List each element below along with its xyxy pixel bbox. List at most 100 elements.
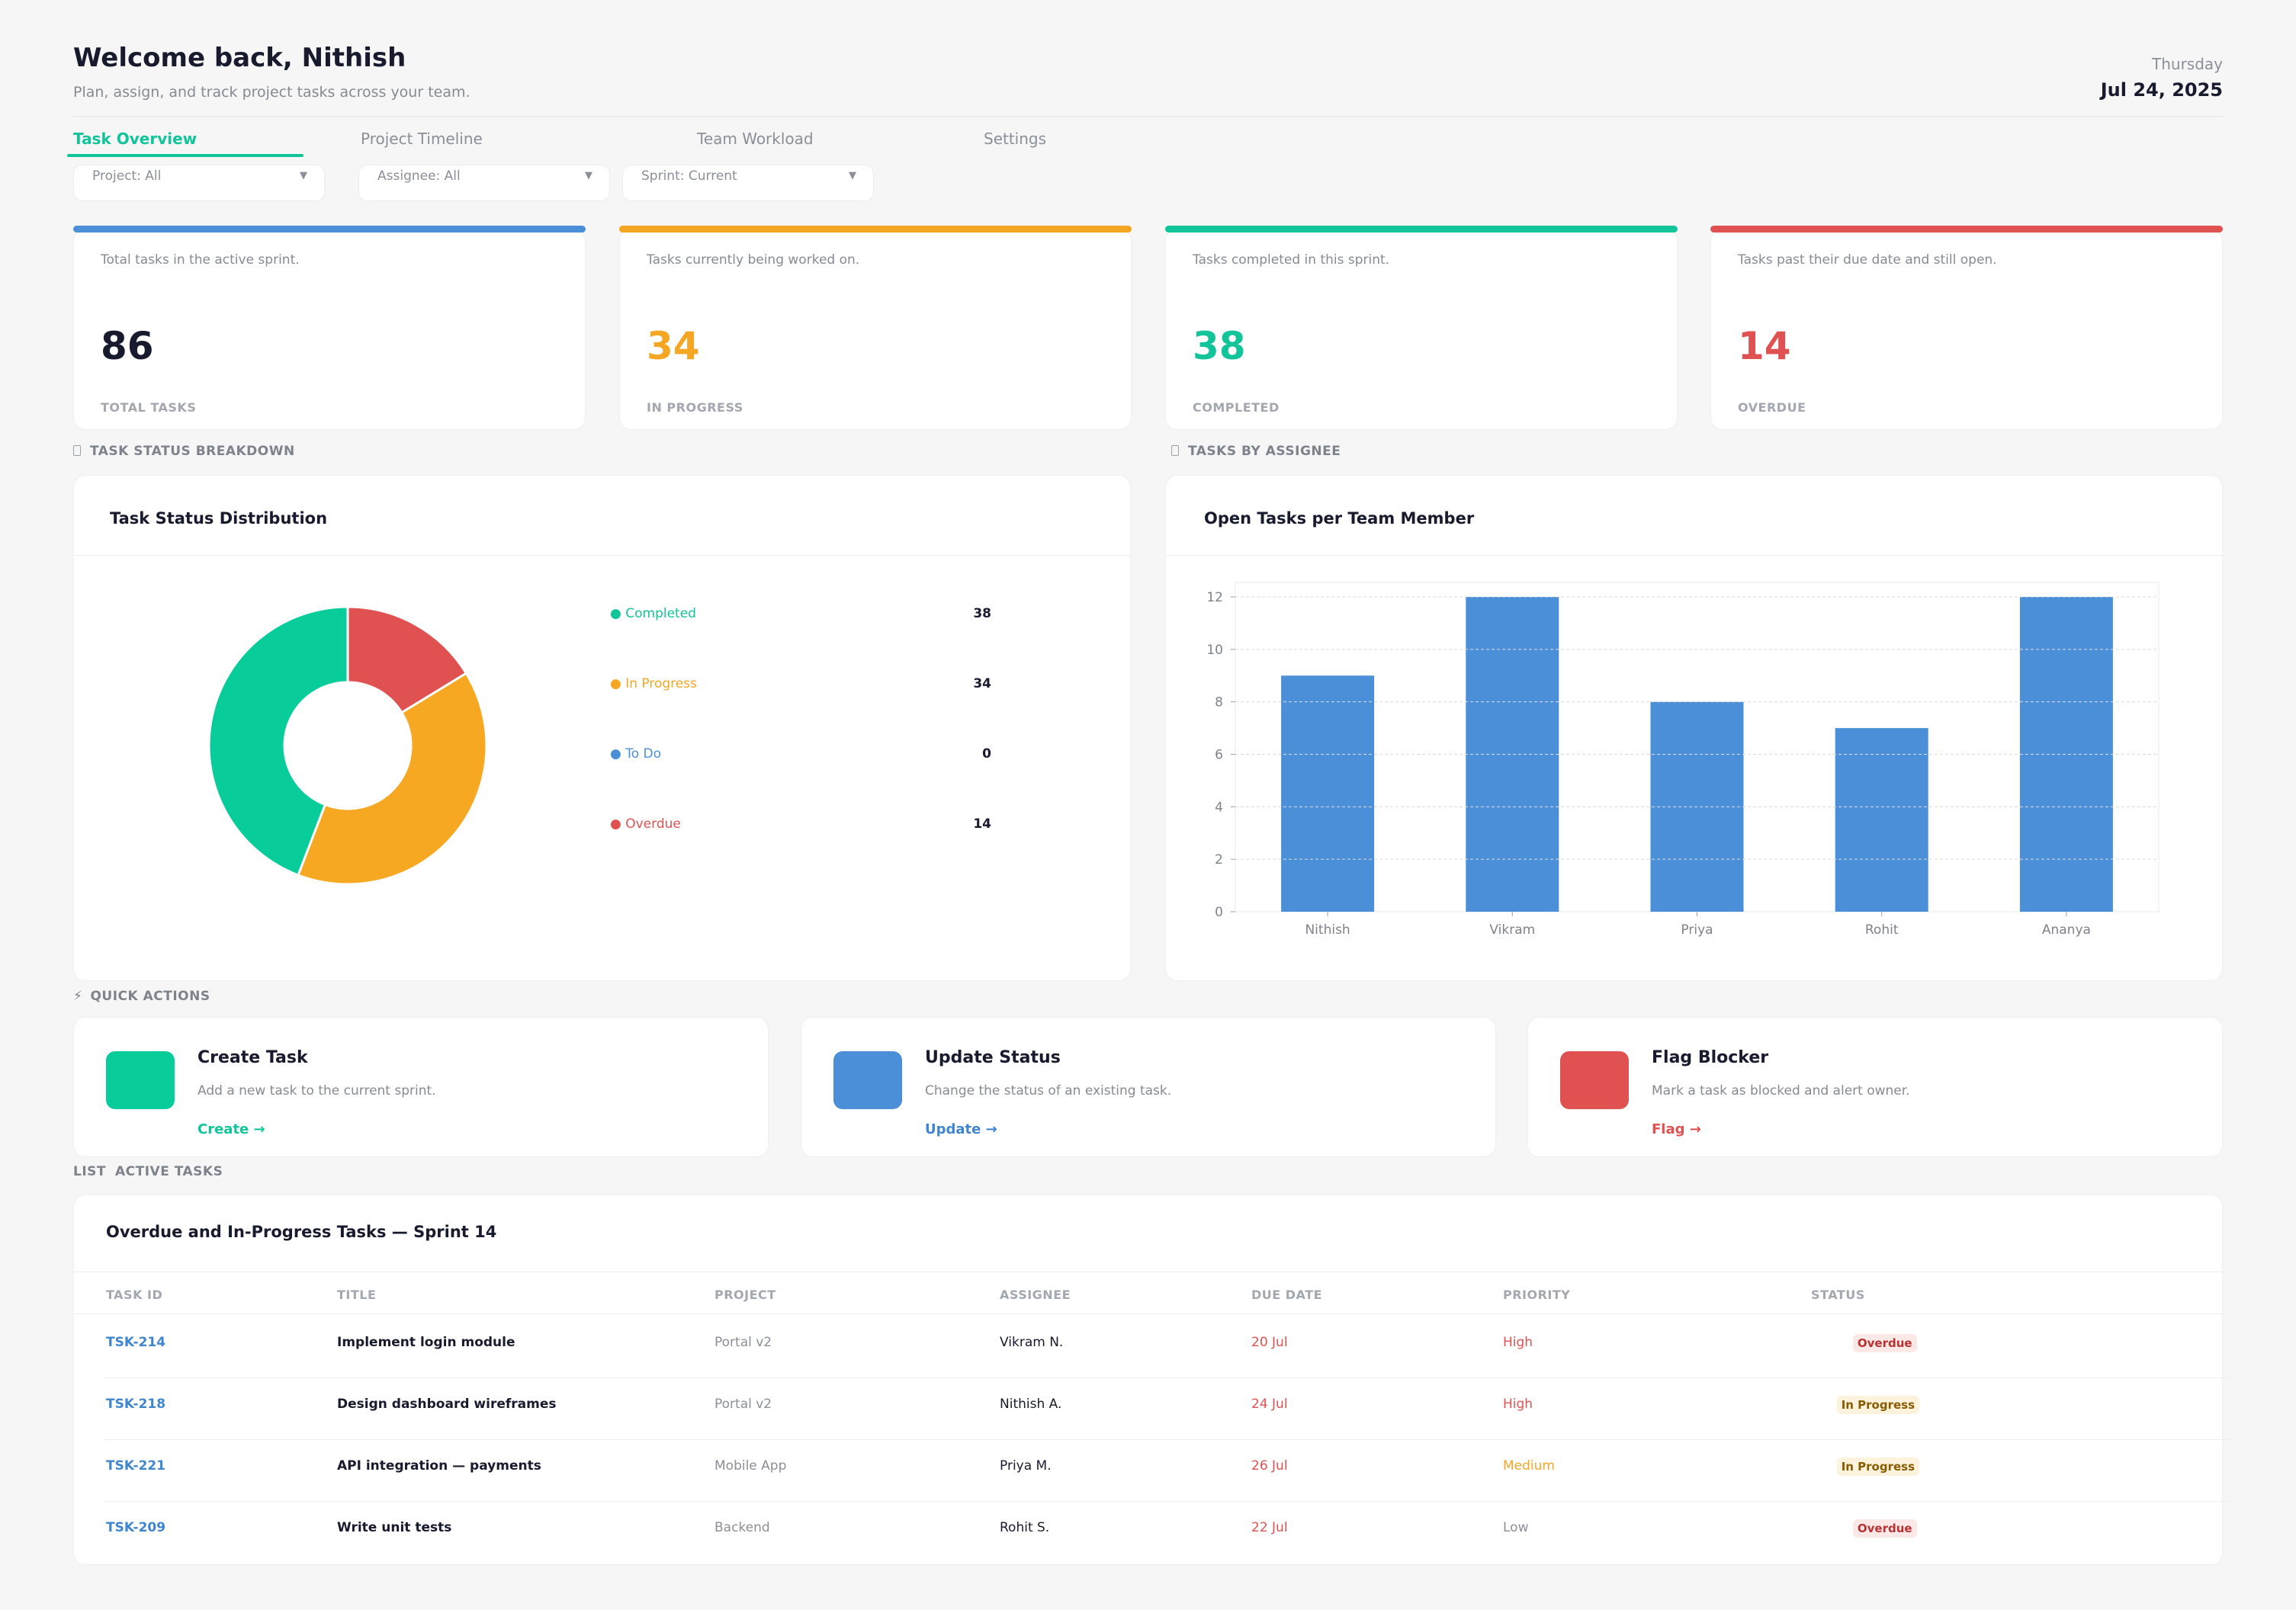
current-date: Jul 24, 2025: [2100, 79, 2223, 101]
x-tick-label: Ananya: [2042, 922, 2091, 938]
flag-blocker-link[interactable]: Flag →: [1652, 1121, 1701, 1137]
stat-value: 86: [101, 324, 154, 368]
y-tick-label: 2: [1215, 852, 1223, 868]
status-badge: In Progress: [1836, 1396, 1920, 1414]
donut-slice-in-progress: [297, 672, 488, 886]
row-divider: [104, 1501, 2232, 1502]
create-task-link[interactable]: Create →: [197, 1121, 265, 1137]
bar-rohit: [1835, 728, 1928, 912]
stat-card-total: Total tasks in the active sprint. 86 TOT…: [73, 229, 586, 430]
legend-value-to-do: 0: [982, 746, 991, 762]
task-project: Portal v2: [714, 1397, 772, 1412]
update-status-title: Update Status: [925, 1048, 1061, 1067]
status-panel-title: Task Status Distribution: [110, 509, 328, 528]
update-status-icon: [833, 1051, 902, 1109]
status-donut-chart: [207, 605, 488, 886]
column-header-due-date: DUE DATE: [1251, 1288, 1323, 1302]
document-icon: [1171, 445, 1179, 456]
stat-label: OVERDUE: [1738, 400, 1806, 415]
stat-description: Total tasks in the active sprint.: [101, 252, 300, 268]
lightning-icon: ⚡: [73, 989, 83, 1004]
column-header-status: STATUS: [1811, 1288, 1865, 1302]
task-title: Design dashboard wireframes: [337, 1397, 557, 1412]
stat-value: 34: [647, 324, 700, 368]
y-tick-label: 8: [1215, 695, 1223, 710]
active-tasks-panel: Overdue and In-Progress Tasks — Sprint 1…: [73, 1195, 2232, 1565]
task-due-date: 26 Jul: [1251, 1458, 1288, 1474]
legend-item-completed: ● Completed: [610, 606, 696, 621]
sprint-filter[interactable]: Sprint: Current ▼: [622, 165, 874, 201]
task-assignee: Rohit S.: [1000, 1520, 1050, 1535]
task-project: Portal v2: [714, 1335, 772, 1350]
row-divider: [104, 1377, 2232, 1378]
task-project: Mobile App: [714, 1458, 787, 1474]
stat-card-completed: Tasks completed in this sprint. 38 COMPL…: [1165, 229, 1678, 430]
legend-value-overdue: 14: [973, 816, 991, 832]
x-tick-label: Rohit: [1865, 922, 1899, 938]
x-tick-label: Nithish: [1305, 922, 1350, 938]
task-due-date: 20 Jul: [1251, 1335, 1288, 1350]
x-tick-label: Vikram: [1489, 922, 1535, 938]
y-tick-label: 10: [1206, 643, 1223, 658]
section-label-status: TASK STATUS BREAKDOWN: [73, 444, 295, 459]
panel-divider: [1166, 555, 2222, 556]
assignee-filter[interactable]: Assignee: All ▼: [358, 165, 610, 201]
legend-value-in-progress: 34: [973, 676, 991, 691]
bar-ananya: [2019, 597, 2113, 912]
status-badge: Overdue: [1852, 1334, 1917, 1352]
create-task-description: Add a new task to the current sprint.: [197, 1083, 436, 1098]
task-assignee: Vikram N.: [1000, 1335, 1064, 1350]
update-status-card[interactable]: Update Status Change the status of an ex…: [801, 1017, 1496, 1157]
task-priority: Medium: [1503, 1458, 1555, 1474]
flag-blocker-title: Flag Blocker: [1652, 1048, 1769, 1067]
header-divider: [74, 1313, 2222, 1314]
task-priority: Low: [1503, 1520, 1529, 1535]
task-id-link[interactable]: TSK-214: [106, 1335, 166, 1350]
column-header-title: TITLE: [337, 1288, 377, 1302]
stat-accent-bar: [73, 226, 586, 233]
stat-description: Tasks currently being worked on.: [647, 252, 860, 268]
status-badge: Overdue: [1852, 1519, 1917, 1538]
tab-team-workload[interactable]: Team Workload: [697, 130, 814, 148]
assignee-filter-label: Assignee: All: [377, 168, 461, 184]
y-tick-label: 0: [1215, 905, 1223, 920]
section-label-active-tasks: LIST ACTIVE TASKS: [73, 1164, 223, 1179]
task-id-link[interactable]: TSK-209: [106, 1520, 166, 1535]
task-id-link[interactable]: TSK-221: [106, 1458, 166, 1474]
section-label-quick-actions: ⚡ QUICK ACTIONS: [73, 989, 210, 1004]
task-id-link[interactable]: TSK-218: [106, 1397, 166, 1412]
stat-value: 14: [1738, 324, 1791, 368]
page-title: Welcome back, Nithish: [73, 43, 406, 73]
tab-project-timeline[interactable]: Project Timeline: [361, 130, 483, 148]
stat-accent-bar: [619, 226, 1132, 233]
row-divider: [104, 1439, 2232, 1440]
table-title: Overdue and In-Progress Tasks — Sprint 1…: [106, 1223, 497, 1241]
document-icon: [73, 445, 81, 456]
stat-label: IN PROGRESS: [647, 400, 743, 415]
legend-item-to-do: ● To Do: [610, 746, 662, 762]
flag-blocker-icon: [1560, 1051, 1629, 1109]
task-assignee: Priya M.: [1000, 1458, 1052, 1474]
column-header-project: PROJECT: [714, 1288, 776, 1302]
update-status-link[interactable]: Update →: [925, 1121, 997, 1137]
task-project: Backend: [714, 1520, 770, 1535]
tab-settings[interactable]: Settings: [984, 130, 1047, 148]
create-task-card[interactable]: Create Task Add a new task to the curren…: [73, 1017, 769, 1157]
tab-task-overview[interactable]: Task Overview: [73, 130, 197, 148]
project-filter-label: Project: All: [92, 168, 162, 184]
x-tick-label: Priya: [1681, 922, 1713, 938]
task-priority: High: [1503, 1335, 1533, 1350]
create-task-title: Create Task: [197, 1048, 308, 1067]
stat-card-overdue: Tasks past their due date and still open…: [1710, 229, 2223, 430]
flag-blocker-card[interactable]: Flag Blocker Mark a task as blocked and …: [1527, 1017, 2223, 1157]
stat-accent-bar: [1165, 226, 1678, 233]
sprint-filter-label: Sprint: Current: [641, 168, 737, 184]
section-label-assignee: TASKS BY ASSIGNEE: [1171, 444, 1341, 459]
y-tick-label: 4: [1215, 800, 1223, 815]
project-filter[interactable]: Project: All ▼: [73, 165, 325, 201]
task-title: API integration — payments: [337, 1458, 541, 1474]
task-priority: High: [1503, 1397, 1533, 1412]
legend-item-overdue: ● Overdue: [610, 816, 681, 832]
stat-value: 38: [1193, 324, 1246, 368]
stat-description: Tasks past their due date and still open…: [1738, 252, 1997, 268]
